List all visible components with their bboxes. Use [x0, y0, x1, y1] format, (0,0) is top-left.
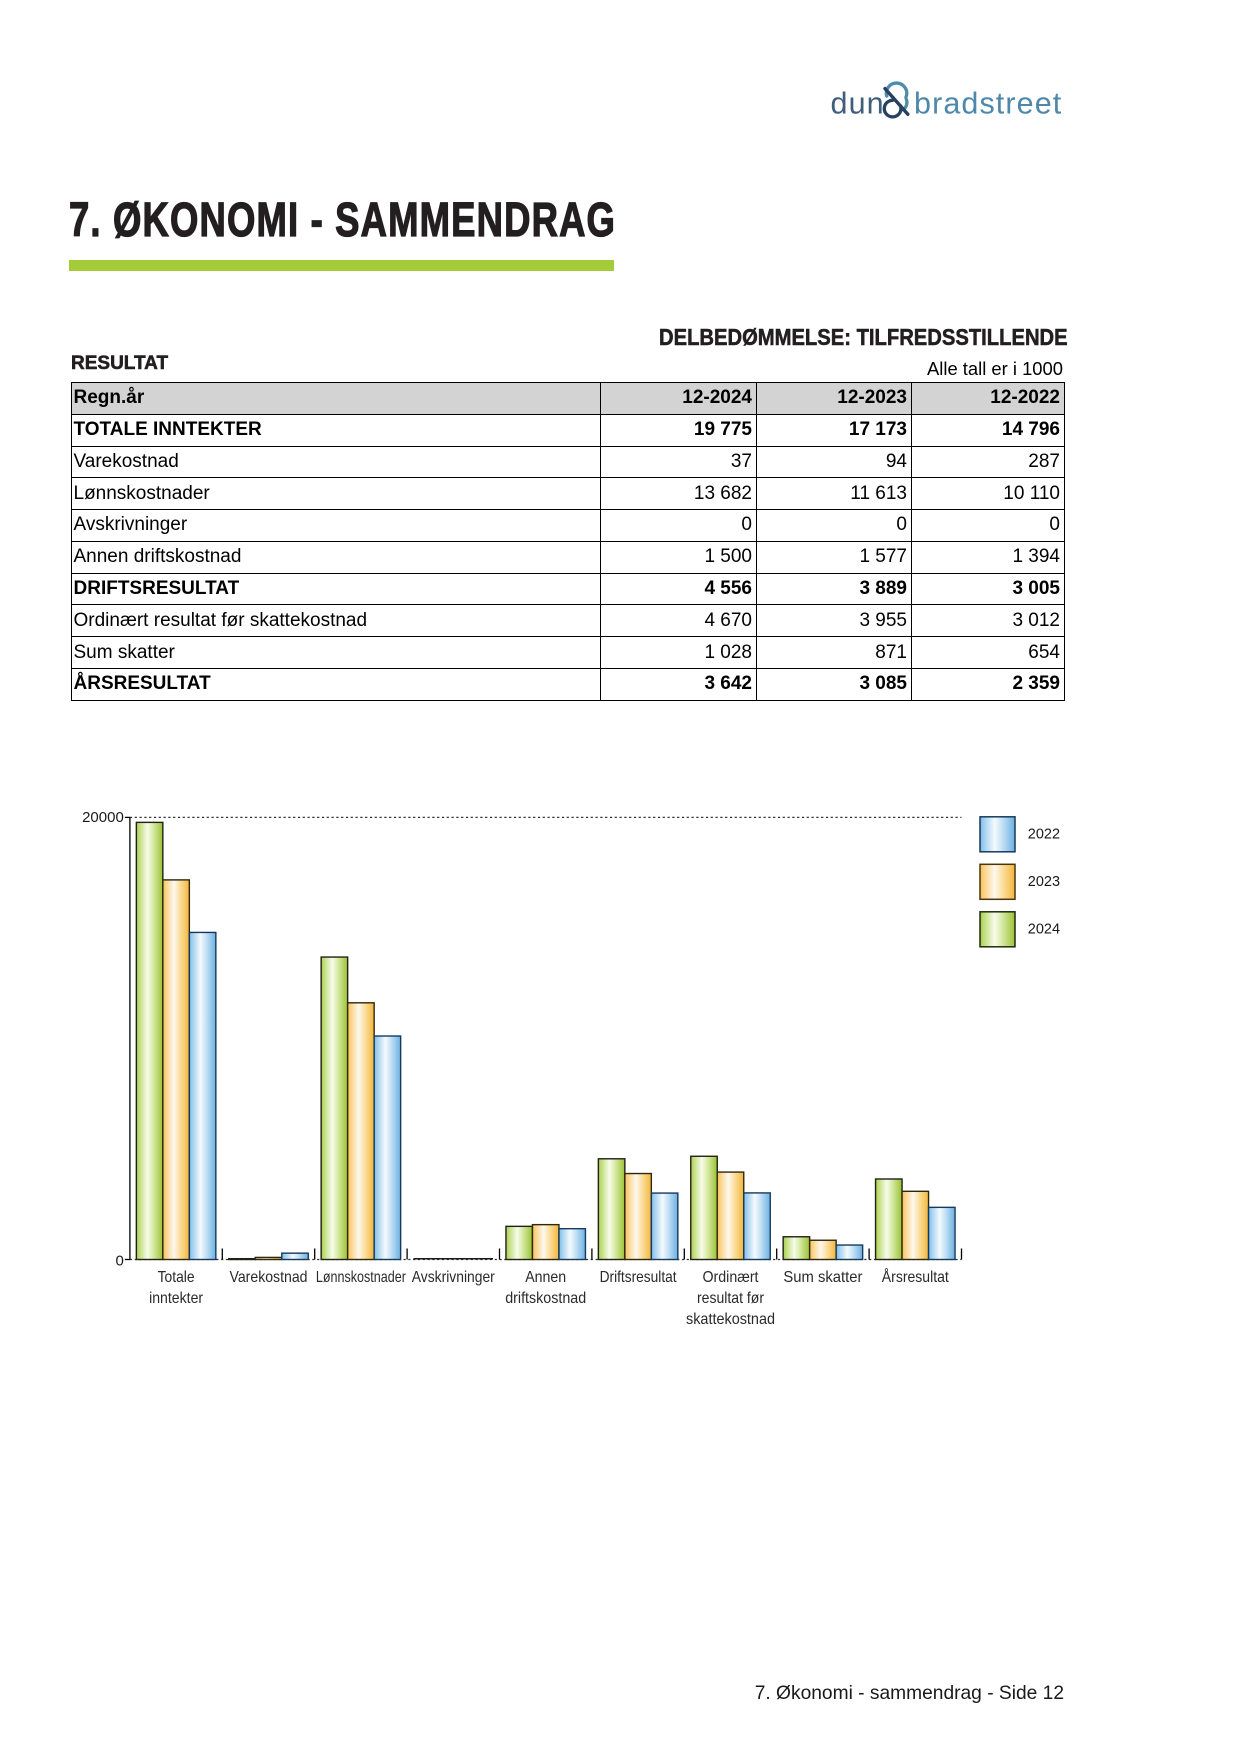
svg-text:Årsresultat: Årsresultat — [882, 1267, 949, 1286]
svg-text:inntekter: inntekter — [149, 1290, 204, 1307]
svg-text:Driftsresultat: Driftsresultat — [600, 1269, 677, 1286]
svg-text:Ordinært: Ordinært — [703, 1269, 759, 1286]
svg-text:Totale: Totale — [158, 1269, 195, 1286]
svg-text:2023: 2023 — [1028, 874, 1060, 890]
svg-text:driftskostnad: driftskostnad — [505, 1290, 586, 1307]
svg-text:resultat før: resultat før — [697, 1290, 765, 1307]
svg-text:Lønnskostnader: Lønnskostnader — [316, 1269, 407, 1286]
svg-text:bradstreet: bradstreet — [914, 86, 1062, 120]
svg-text:Avskrivninger: Avskrivninger — [412, 1269, 496, 1286]
svg-text:0: 0 — [115, 1252, 123, 1269]
svg-text:dun: dun — [831, 86, 885, 120]
svg-text:2022: 2022 — [1028, 827, 1060, 843]
svg-text:Sum skatter: Sum skatter — [783, 1269, 863, 1286]
svg-text:2024: 2024 — [1028, 922, 1060, 938]
svg-text:Varekostnad: Varekostnad — [230, 1269, 308, 1286]
svg-text:20000: 20000 — [82, 809, 124, 826]
svg-text:Annen: Annen — [525, 1269, 566, 1286]
svg-text:skattekostnad: skattekostnad — [686, 1311, 775, 1328]
